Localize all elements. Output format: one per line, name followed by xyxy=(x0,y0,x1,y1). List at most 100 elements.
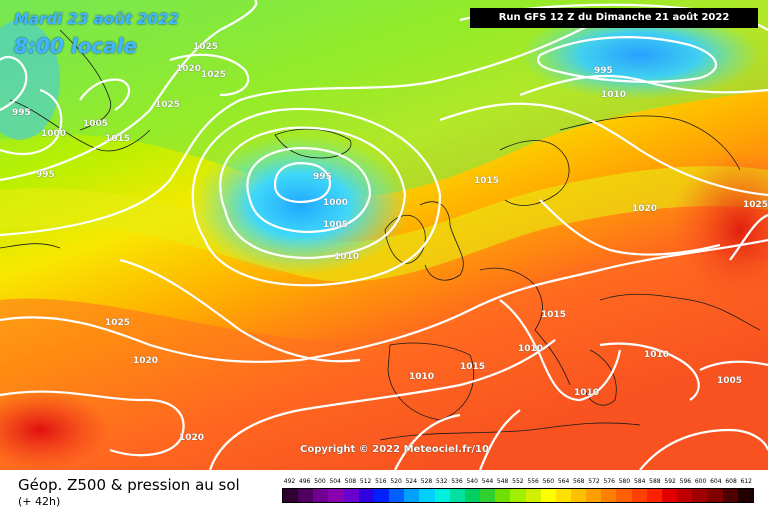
scale-swatch xyxy=(495,489,511,502)
scale-tick-label: 552 xyxy=(512,478,524,485)
isobar-label: 1015 xyxy=(474,176,500,186)
scale-swatch xyxy=(540,489,556,502)
isobar-label: 1025 xyxy=(193,42,219,52)
scale-swatch xyxy=(434,489,450,502)
scale-tick-label: 564 xyxy=(557,478,570,485)
isobar-label: 1020 xyxy=(176,64,202,74)
scale-tick-label: 532 xyxy=(436,478,448,485)
scale-swatch xyxy=(722,489,738,502)
scale-tick-label: 500 xyxy=(314,478,326,485)
isobar-label: 1025 xyxy=(105,318,131,328)
scale-swatch xyxy=(737,489,753,502)
scale-swatch xyxy=(404,489,420,502)
isobar-label: 1005 xyxy=(717,376,743,386)
scale-swatch xyxy=(419,489,435,502)
scale-swatch xyxy=(480,489,496,502)
scale-tick-label: 580 xyxy=(618,478,631,485)
scale-swatch xyxy=(616,489,632,502)
forecast-date: Mardi 23 août 2022 xyxy=(14,10,179,28)
isobar-label: 1025 xyxy=(155,100,181,110)
scale-swatch xyxy=(586,489,602,502)
scale-swatch xyxy=(283,489,299,502)
scale-swatch xyxy=(646,489,662,502)
scale-swatch xyxy=(570,489,587,502)
lead-time: (+ 42h) xyxy=(18,495,61,508)
isobar-label: 1020 xyxy=(632,204,658,214)
scale-swatch xyxy=(358,489,374,502)
isobar-label: 1010 xyxy=(518,344,544,354)
scale-tick-label: 604 xyxy=(710,478,722,485)
scale-tick-label: 540 xyxy=(466,478,478,485)
isobar-label: 1005 xyxy=(83,119,109,129)
model-run-banner: Run GFS 12 Z du Dimanche 21 août 2022 xyxy=(470,8,758,28)
scale-tick-label: 548 xyxy=(496,478,509,485)
scale-tick-label: 596 xyxy=(679,478,692,485)
scale-tick-label: 536 xyxy=(451,478,463,485)
isobar-label: 1015 xyxy=(105,134,131,144)
scale-tick-label: 544 xyxy=(481,478,494,485)
scale-tick-label: 508 xyxy=(344,478,357,485)
isobar-label: 995 xyxy=(594,66,613,76)
scale-swatch xyxy=(449,489,465,502)
isobar-lines xyxy=(0,0,768,470)
isobar-label: 1010 xyxy=(601,90,627,100)
scale-swatch xyxy=(464,489,481,502)
isobar-label: 1010 xyxy=(409,372,435,382)
scale-swatch xyxy=(677,489,693,502)
scale-swatch xyxy=(631,489,647,502)
scale-swatch xyxy=(343,489,359,502)
isobar-label: 1020 xyxy=(179,433,205,443)
scale-tick-label: 528 xyxy=(420,478,433,485)
scale-tick-label: 588 xyxy=(649,478,661,485)
scale-swatch xyxy=(373,489,390,502)
scale-tick-label: 512 xyxy=(359,478,372,485)
scale-tick-label: 556 xyxy=(527,478,539,485)
isobar-label: 1000 xyxy=(41,129,67,139)
scale-tick-label: 572 xyxy=(588,478,600,485)
scale-tick-label: 492 xyxy=(283,478,296,485)
color-scale-bar xyxy=(282,488,754,503)
scale-tick-label: 504 xyxy=(329,478,341,485)
scale-tick-label: 608 xyxy=(725,478,737,485)
scale-swatch xyxy=(601,489,617,502)
scale-tick-label: 576 xyxy=(603,478,615,485)
scale-swatch xyxy=(298,489,314,502)
isobar-label: 1010 xyxy=(574,388,600,398)
isobar-label: 1010 xyxy=(644,350,670,360)
color-scale-labels: 492 496 500 504 508 512 516 520 524 528 532 536 540 5… xyxy=(282,478,754,488)
scale-swatch xyxy=(525,489,541,502)
coastlines xyxy=(0,29,761,441)
scale-tick-label: 592 xyxy=(664,478,676,485)
scale-swatch xyxy=(692,489,708,502)
scale-swatch xyxy=(389,489,405,502)
scale-tick-label: 520 xyxy=(390,478,402,485)
isobar-label: 1005 xyxy=(323,220,349,230)
scale-tick-label: 516 xyxy=(375,478,387,485)
scale-tick-label: 524 xyxy=(405,478,418,485)
scale-tick-label: 584 xyxy=(633,478,646,485)
legend-footer: Géop. Z500 & pression au sol (+ 42h) 492… xyxy=(0,470,768,512)
isobar-label: 1025 xyxy=(743,200,768,210)
isobar-label: 995 xyxy=(313,172,332,182)
isobar-label: 1015 xyxy=(460,362,486,372)
weather-map: Mardi 23 août 2022 8:00 locale Run GFS 1… xyxy=(0,0,768,470)
forecast-time: 8:00 locale xyxy=(14,34,138,58)
scale-swatch xyxy=(510,489,526,502)
scale-tick-label: 568 xyxy=(573,478,585,485)
heat-core xyxy=(0,390,110,470)
heat-core xyxy=(670,150,768,310)
isobar-label: 1010 xyxy=(334,252,360,262)
isobar-label: 995 xyxy=(12,108,31,118)
map-canvas xyxy=(0,0,768,470)
copyright-notice: Copyright © 2022 Meteociel.fr/10 xyxy=(300,444,489,455)
isobar-label: 1000 xyxy=(323,198,349,208)
scale-swatch xyxy=(707,489,723,502)
product-title: Géop. Z500 & pression au sol xyxy=(18,476,240,494)
isobar-label: 1025 xyxy=(201,70,227,80)
scale-tick-label: 600 xyxy=(694,478,707,485)
isobar-label: 995 xyxy=(36,170,55,180)
isobar-label: 1015 xyxy=(541,310,567,320)
scale-tick-label: 612 xyxy=(740,478,752,485)
scale-swatch xyxy=(328,489,344,502)
scale-swatch xyxy=(555,489,571,502)
